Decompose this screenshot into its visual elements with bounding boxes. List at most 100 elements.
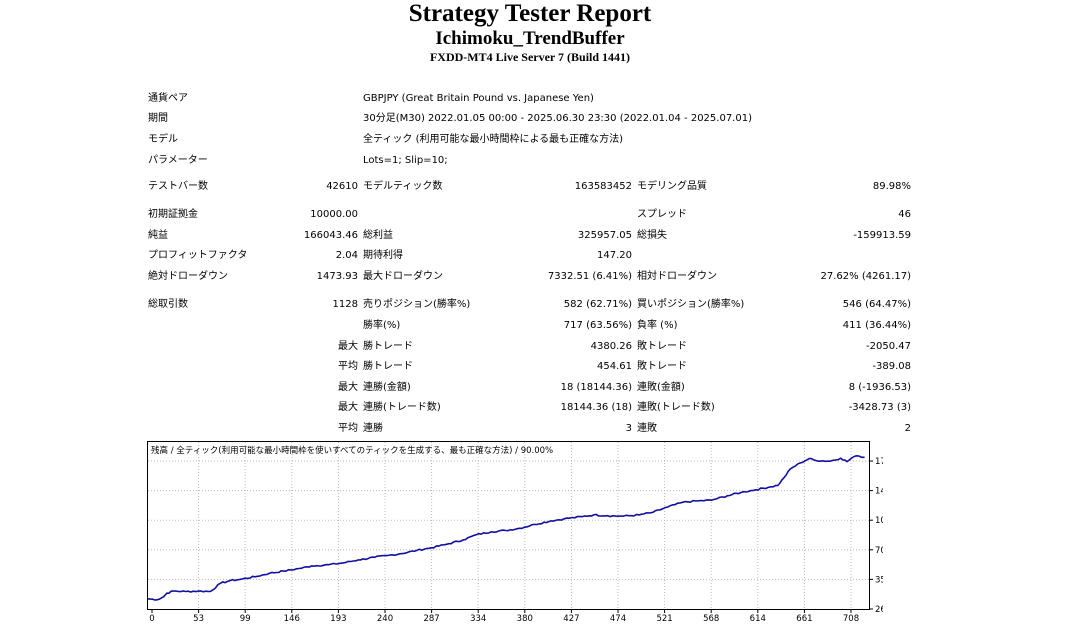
max-drawdown-label: 最大ドローダウン [363, 271, 443, 282]
ticks-label: モデルティック数 [363, 181, 443, 192]
cons-losses-amount-value: 8 (-1936.53) [848, 382, 911, 393]
largest-loss-label: 敗トレード [637, 341, 687, 352]
y-tick-label: 140582 [875, 487, 883, 497]
cons-losses-amount-label: 連敗(金額) [637, 382, 685, 393]
profit-factor-value: 2.04 [335, 250, 358, 261]
x-tick-label: 614 [750, 614, 766, 623]
average-loss-label: 敗トレード [637, 361, 687, 372]
quality-label: モデリング品質 [637, 181, 707, 192]
expected-payoff-value: 147.20 [597, 250, 632, 261]
x-axis-ticks: 0 53 99 146 193 240 287 334 380 427 474 521 568 614 66… [149, 609, 859, 623]
chart-frame [147, 441, 870, 610]
largest-profit-label: 勝トレード [363, 341, 413, 352]
max-cons-amt-prefix: 最大 [338, 382, 358, 393]
gross-loss-label: 総損失 [637, 230, 667, 241]
server-info: FXDD-MT4 Live Server 7 (Build 1441) [429, 50, 631, 64]
balance-line [147, 454, 865, 601]
spread-value: 46 [898, 209, 911, 220]
avg-cons-losses-value: 2 [904, 423, 911, 434]
long-positions-label: 買いポジション(勝率%) [637, 299, 745, 310]
average-profit-value: 454.61 [597, 361, 632, 372]
cons-wins-amount-value: 18 (18144.36) [560, 382, 632, 393]
rel-drawdown-value: 27.62% (4261.17) [820, 271, 911, 282]
avg-cons-wins-label: 連勝 [363, 423, 383, 434]
bars-value: 42610 [326, 181, 358, 192]
x-tick-label: 708 [843, 614, 859, 623]
period-value: 30分足(M30) 2022.01.05 00:00 - 2025.06.30 … [363, 113, 752, 124]
abs-drawdown-value: 1473.93 [316, 271, 358, 282]
x-tick-label: 521 [656, 614, 672, 623]
gross-loss-value: -159913.59 [853, 230, 911, 241]
deposit-label: 初期証拠金 [148, 209, 198, 220]
average-profit-label: 勝トレード [363, 361, 413, 372]
max-cons-cnt-prefix: 最大 [338, 402, 358, 413]
y-tick-label: 35344 [875, 575, 883, 585]
loss-trades-value: 411 (36.44%) [842, 320, 911, 331]
x-tick-label: 427 [563, 614, 579, 623]
symbol-value: GBPJPY (Great Britain Pound vs. Japanese… [363, 93, 594, 104]
average-prefix: 平均 [338, 361, 358, 372]
symbol-label: 通貨ペア [148, 93, 188, 104]
y-tick-label: 264 [875, 605, 883, 615]
x-tick-label: 661 [796, 614, 812, 623]
total-trades-label: 総取引数 [148, 299, 188, 310]
x-tick-label: 334 [470, 614, 486, 623]
x-tick-label: 53 [193, 614, 204, 623]
x-tick-label: 240 [377, 614, 393, 623]
x-tick-label: 0 [149, 614, 154, 623]
parameters-value: Lots=1; Slip=10; [363, 155, 448, 166]
avg-cons-wins-value: 3 [625, 423, 632, 434]
profit-trades-label: 勝率(%) [363, 320, 401, 331]
x-tick-label: 99 [240, 614, 251, 623]
report-title: Strategy Tester Report [408, 0, 652, 27]
rel-drawdown-label: 相対ドローダウン [637, 271, 717, 282]
expected-payoff-label: 期待利得 [363, 250, 403, 261]
abs-drawdown-label: 絶対ドローダウン [148, 271, 228, 282]
profit-trades-value: 717 (63.56%) [563, 320, 632, 331]
x-tick-label: 380 [517, 614, 533, 623]
expert-name: Ichimoku_TrendBuffer [435, 28, 625, 49]
largest-loss-value: -2050.47 [866, 341, 911, 352]
x-tick-label: 146 [284, 614, 300, 623]
net-profit-value: 166043.46 [303, 230, 358, 241]
x-tick-label: 474 [610, 614, 626, 623]
model-label: モデル [148, 134, 178, 145]
largest-prefix: 最大 [338, 341, 358, 352]
avg-cons-prefix: 平均 [338, 423, 358, 434]
cons-losses-count-label: 連敗(トレード数) [637, 402, 715, 413]
largest-profit-value: 4380.26 [590, 341, 632, 352]
y-tick-label: 70423 [875, 546, 883, 556]
x-tick-label: 193 [330, 614, 346, 623]
total-trades-value: 1128 [332, 299, 358, 310]
profit-factor-label: プロフィットファクタ [148, 250, 248, 261]
y-tick-label: 105503 [875, 516, 883, 526]
cons-wins-count-label: 連勝(トレード数) [363, 402, 441, 413]
cons-losses-count-value: -3428.73 (3) [848, 402, 911, 413]
average-loss-value: -389.08 [872, 361, 911, 372]
x-tick-label: 287 [423, 614, 439, 623]
gross-profit-value: 325957.05 [577, 230, 632, 241]
deposit-value: 10000.00 [310, 209, 358, 220]
model-value: 全ティック (利用可能な最小時間枠による最も正確な方法) [363, 134, 624, 145]
x-tick-label: 568 [703, 614, 719, 623]
balance-chart: 残高 / 全ティック(利用可能な最小時間枠を使いすべてのティックを生成する、最も… [147, 441, 883, 623]
chart-title: 残高 / 全ティック(利用可能な最小時間枠を使いすべてのティックを生成する、最も… [151, 445, 553, 456]
cons-wins-amount-label: 連勝(金額) [363, 382, 411, 393]
y-axis-ticks: 175661 140582 105503 70423 35344 264 [869, 457, 883, 615]
short-positions-value: 582 (62.71%) [563, 299, 632, 310]
max-drawdown-value: 7332.51 (6.41%) [547, 271, 632, 282]
avg-cons-losses-label: 連敗 [637, 423, 657, 434]
ticks-value: 163583452 [574, 181, 632, 192]
gross-profit-label: 総利益 [363, 230, 393, 241]
long-positions-value: 546 (64.47%) [842, 299, 911, 310]
cons-wins-count-value: 18144.36 (18) [560, 402, 632, 413]
short-positions-label: 売りポジション(勝率%) [363, 299, 471, 310]
y-tick-label: 175661 [875, 457, 883, 467]
bars-label: テストバー数 [148, 181, 208, 192]
period-label: 期間 [148, 113, 168, 124]
loss-trades-label: 負率 (%) [637, 320, 678, 331]
quality-value: 89.98% [872, 181, 911, 192]
parameters-label: パラメーター [148, 155, 208, 166]
net-profit-label: 純益 [148, 230, 168, 241]
spread-label: スプレッド [637, 209, 687, 220]
